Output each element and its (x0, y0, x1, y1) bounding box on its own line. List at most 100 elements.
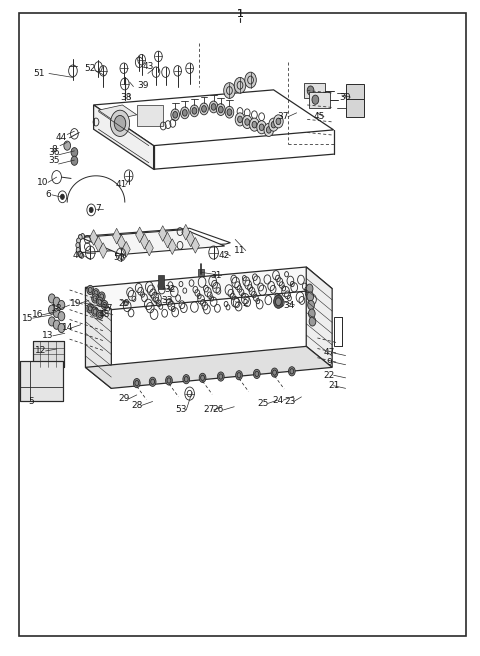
Circle shape (306, 284, 313, 293)
Text: 52: 52 (84, 64, 96, 73)
Circle shape (252, 121, 257, 128)
Polygon shape (95, 236, 102, 252)
Text: 9: 9 (326, 358, 332, 367)
Bar (20, 361, 63, 401)
Polygon shape (98, 105, 137, 120)
Circle shape (183, 375, 190, 384)
Circle shape (209, 101, 218, 113)
Circle shape (87, 304, 94, 313)
Circle shape (218, 106, 223, 113)
Polygon shape (94, 105, 154, 169)
Polygon shape (141, 234, 148, 249)
Circle shape (307, 86, 314, 95)
Polygon shape (159, 226, 167, 241)
Text: 32: 32 (165, 285, 176, 295)
Polygon shape (113, 228, 120, 244)
Text: 29: 29 (118, 394, 130, 403)
Circle shape (64, 141, 71, 150)
Circle shape (92, 307, 98, 316)
Circle shape (101, 300, 108, 310)
Circle shape (53, 297, 60, 306)
Circle shape (80, 253, 84, 258)
Circle shape (93, 289, 99, 298)
Bar (309, 92, 330, 108)
Text: 37: 37 (277, 112, 289, 121)
Text: 26: 26 (213, 405, 224, 415)
Circle shape (309, 317, 316, 326)
Circle shape (200, 103, 208, 115)
Text: 30: 30 (339, 92, 350, 102)
Polygon shape (81, 230, 225, 255)
Text: 53: 53 (176, 405, 187, 415)
Circle shape (271, 368, 278, 377)
Circle shape (96, 297, 103, 306)
Circle shape (133, 379, 140, 388)
Polygon shape (192, 237, 199, 253)
Polygon shape (187, 231, 194, 247)
Circle shape (227, 109, 232, 115)
Text: 48: 48 (99, 310, 110, 319)
Circle shape (149, 377, 156, 386)
Circle shape (242, 115, 252, 129)
Text: 28: 28 (131, 401, 143, 410)
Circle shape (190, 105, 199, 117)
Polygon shape (79, 228, 230, 253)
Text: 27: 27 (203, 405, 215, 415)
Text: 35: 35 (48, 156, 60, 165)
Text: 14: 14 (61, 323, 73, 333)
Polygon shape (164, 232, 171, 248)
Text: 21: 21 (328, 381, 339, 390)
Circle shape (58, 323, 65, 333)
Circle shape (92, 294, 98, 303)
Polygon shape (118, 235, 125, 251)
Circle shape (110, 110, 130, 136)
Circle shape (81, 234, 84, 239)
Bar (346, 84, 364, 102)
Circle shape (245, 72, 256, 88)
Text: 47: 47 (323, 348, 335, 358)
Bar (33, 341, 64, 367)
Bar (304, 83, 325, 98)
Polygon shape (94, 90, 334, 146)
Polygon shape (306, 267, 332, 367)
Text: 33: 33 (161, 296, 173, 305)
Circle shape (48, 305, 55, 314)
Bar (334, 317, 342, 346)
Circle shape (78, 251, 82, 256)
Circle shape (276, 298, 281, 306)
Text: 39: 39 (137, 81, 149, 90)
Text: 41: 41 (115, 180, 127, 190)
Circle shape (238, 116, 242, 123)
Circle shape (76, 243, 80, 248)
Circle shape (224, 83, 235, 98)
Circle shape (312, 95, 319, 104)
Text: 23: 23 (285, 397, 296, 406)
Polygon shape (85, 267, 332, 310)
Text: 6: 6 (45, 190, 51, 199)
Circle shape (202, 106, 206, 112)
Circle shape (266, 127, 271, 133)
Polygon shape (122, 241, 130, 257)
Circle shape (58, 300, 65, 310)
Text: 40: 40 (72, 251, 84, 260)
Circle shape (257, 121, 266, 134)
Polygon shape (99, 243, 107, 258)
Circle shape (60, 194, 64, 199)
Circle shape (77, 238, 81, 243)
Circle shape (53, 320, 60, 329)
Text: 22: 22 (323, 371, 335, 380)
Bar (158, 275, 164, 289)
Circle shape (235, 113, 245, 126)
Circle shape (98, 292, 105, 301)
Circle shape (234, 77, 246, 93)
Circle shape (264, 123, 274, 136)
Polygon shape (136, 227, 144, 243)
Text: 34: 34 (283, 300, 295, 310)
Text: 8: 8 (51, 145, 57, 154)
Text: 13: 13 (42, 331, 54, 340)
Circle shape (288, 367, 295, 376)
Circle shape (269, 118, 278, 131)
Text: 1: 1 (237, 9, 243, 20)
Text: 11: 11 (234, 246, 246, 255)
Polygon shape (85, 287, 111, 388)
